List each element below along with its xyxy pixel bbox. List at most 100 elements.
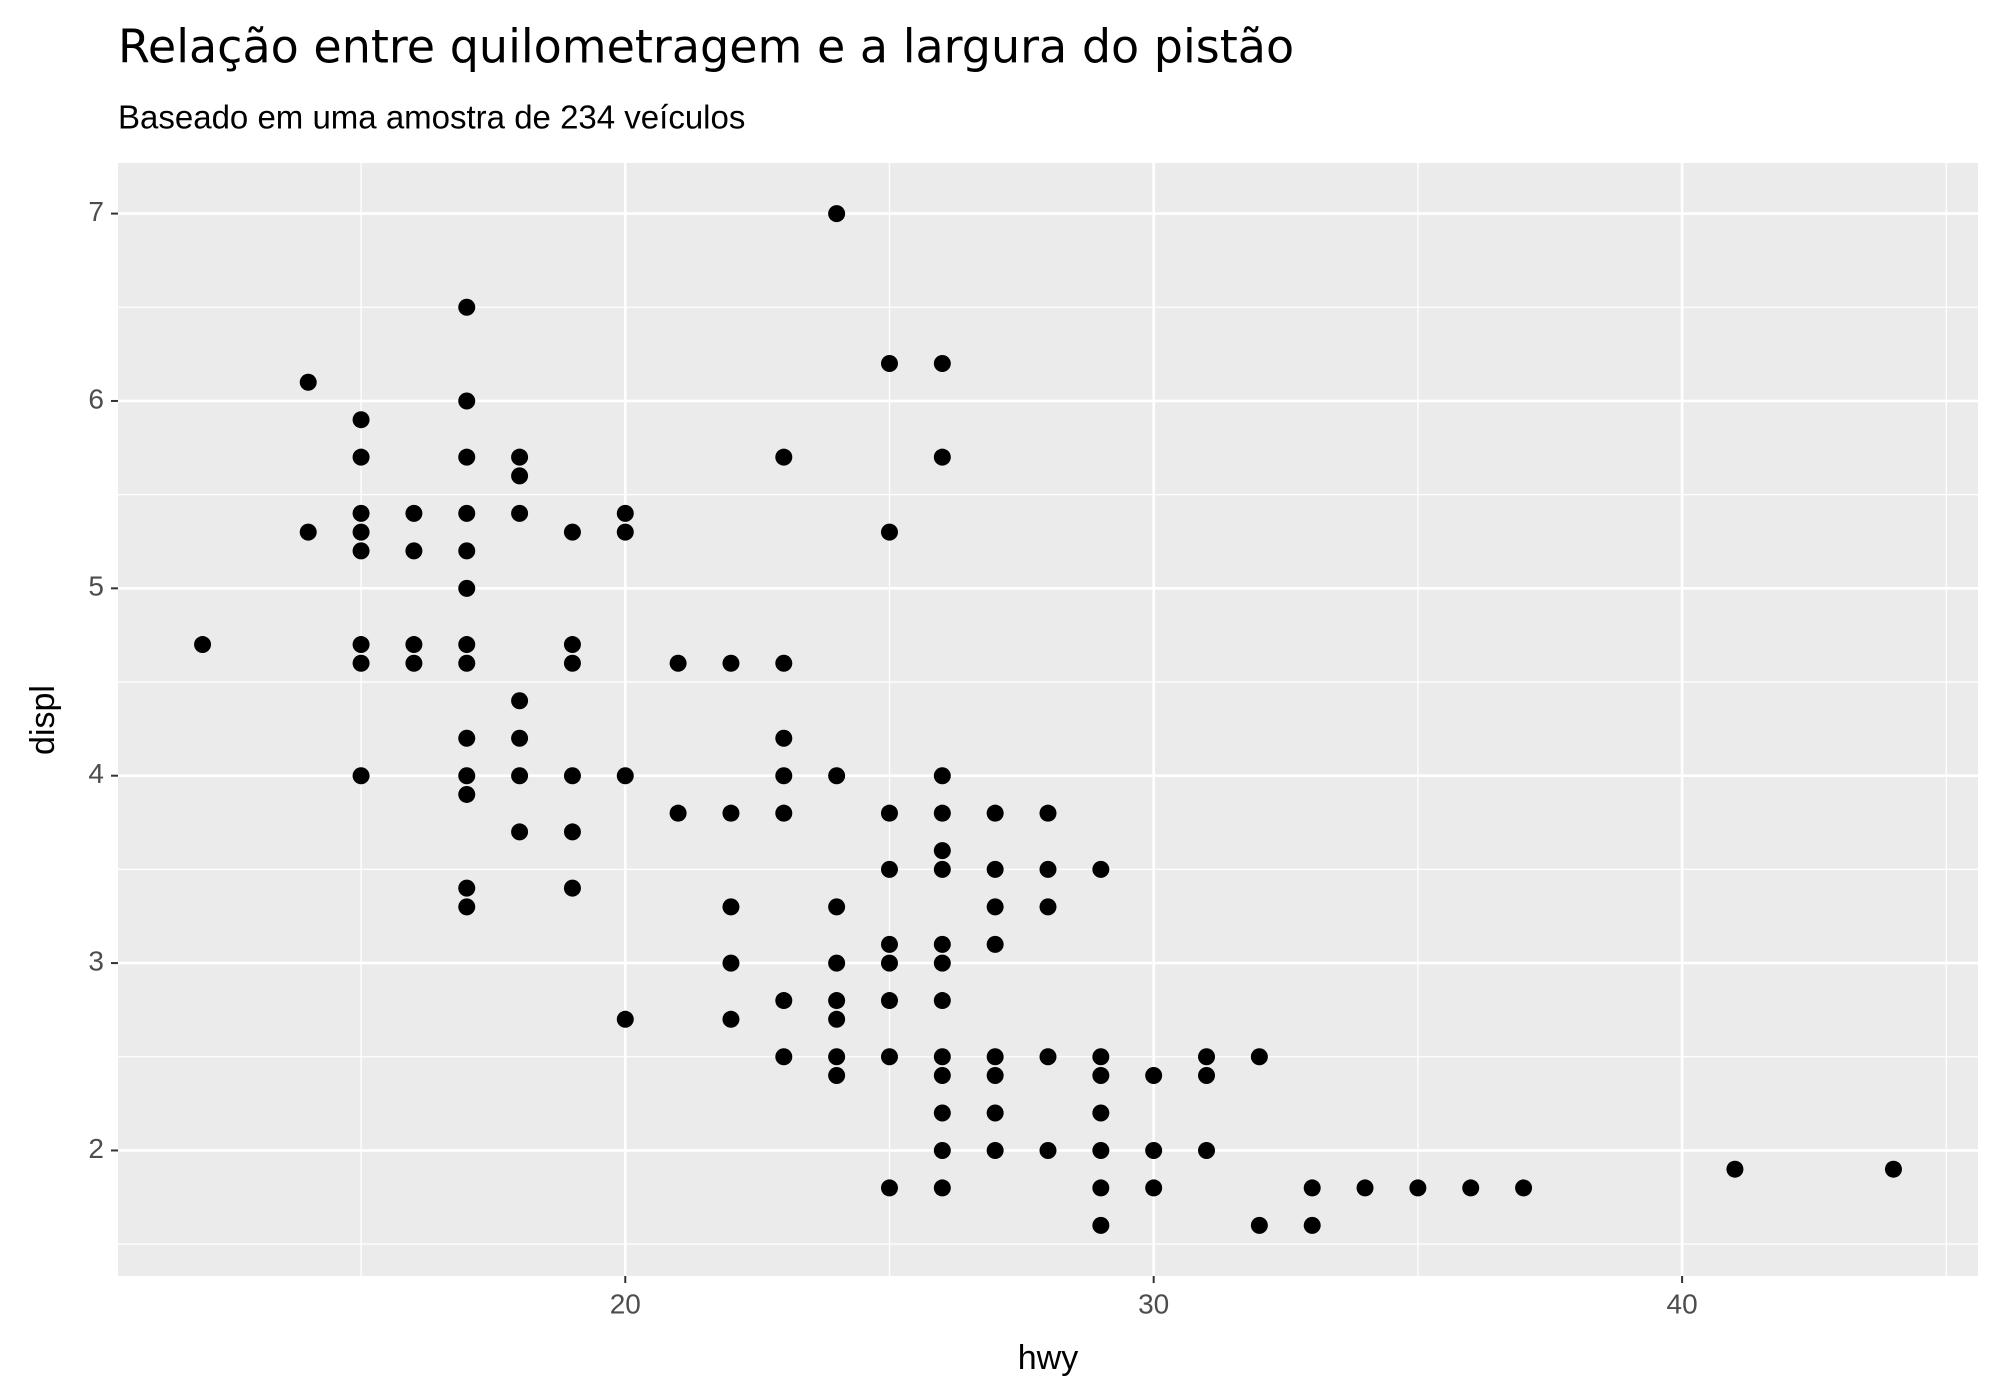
point xyxy=(986,860,1004,878)
point xyxy=(933,354,951,372)
point xyxy=(458,729,476,747)
point xyxy=(828,1067,846,1085)
point xyxy=(1198,1141,1216,1159)
point xyxy=(933,992,951,1010)
point xyxy=(933,954,951,972)
point xyxy=(352,411,370,429)
point xyxy=(986,1067,1004,1085)
point xyxy=(1092,1216,1110,1234)
point xyxy=(828,205,846,223)
point xyxy=(933,935,951,953)
point xyxy=(458,636,476,654)
chart-subtitle: Baseado em uma amostra de 234 veículos xyxy=(118,99,745,136)
point xyxy=(933,1104,951,1122)
point xyxy=(405,504,423,522)
point xyxy=(880,523,898,541)
point xyxy=(933,804,951,822)
point xyxy=(511,729,529,747)
point xyxy=(352,636,370,654)
point xyxy=(828,767,846,785)
point xyxy=(352,542,370,560)
point xyxy=(933,448,951,466)
point xyxy=(828,992,846,1010)
point xyxy=(405,654,423,672)
point xyxy=(1039,1141,1057,1159)
point xyxy=(299,373,317,391)
point xyxy=(880,354,898,372)
point xyxy=(1039,804,1057,822)
point xyxy=(880,1179,898,1197)
y-tick-label: 4 xyxy=(88,758,104,789)
point xyxy=(563,823,581,841)
point xyxy=(775,654,793,672)
point xyxy=(458,785,476,803)
x-tick-label: 40 xyxy=(1667,1288,1698,1319)
x-tick-label: 30 xyxy=(1138,1288,1169,1319)
point xyxy=(352,504,370,522)
x-axis-title: hwy xyxy=(1018,1339,1078,1377)
point xyxy=(722,954,740,972)
point xyxy=(458,898,476,916)
point xyxy=(933,1067,951,1085)
point xyxy=(1198,1048,1216,1066)
point xyxy=(933,860,951,878)
point xyxy=(880,1048,898,1066)
point xyxy=(563,879,581,897)
point xyxy=(669,804,687,822)
point xyxy=(352,767,370,785)
point xyxy=(511,692,529,710)
point xyxy=(458,579,476,597)
point xyxy=(722,1010,740,1028)
point xyxy=(986,1141,1004,1159)
point xyxy=(986,1104,1004,1122)
point xyxy=(1726,1160,1744,1178)
point xyxy=(1515,1179,1533,1197)
panel-background xyxy=(118,163,1978,1276)
point xyxy=(986,804,1004,822)
point xyxy=(405,542,423,560)
point xyxy=(1198,1067,1216,1085)
point xyxy=(616,1010,634,1028)
point xyxy=(458,298,476,316)
point xyxy=(775,767,793,785)
point xyxy=(1145,1179,1163,1197)
point xyxy=(405,636,423,654)
point xyxy=(616,767,634,785)
point xyxy=(775,992,793,1010)
point xyxy=(458,504,476,522)
point xyxy=(722,654,740,672)
point xyxy=(880,860,898,878)
point xyxy=(775,804,793,822)
point xyxy=(722,804,740,822)
point xyxy=(1303,1216,1321,1234)
point xyxy=(933,842,951,860)
point xyxy=(1145,1067,1163,1085)
point xyxy=(986,1048,1004,1066)
y-tick-label: 5 xyxy=(88,571,104,602)
point xyxy=(616,504,634,522)
point xyxy=(828,954,846,972)
point xyxy=(986,898,1004,916)
point xyxy=(1092,1141,1110,1159)
point xyxy=(722,898,740,916)
point xyxy=(669,654,687,672)
point xyxy=(511,504,529,522)
point xyxy=(458,542,476,560)
point xyxy=(1092,1179,1110,1197)
point xyxy=(1145,1141,1163,1159)
point xyxy=(933,767,951,785)
point xyxy=(828,1048,846,1066)
point xyxy=(511,467,529,485)
point xyxy=(1462,1179,1480,1197)
chart-title: Relação entre quilometragem e a largura … xyxy=(118,20,1294,74)
point xyxy=(1092,860,1110,878)
point xyxy=(299,523,317,541)
point xyxy=(1250,1048,1268,1066)
point xyxy=(1039,860,1057,878)
point xyxy=(880,954,898,972)
x-tick-label: 20 xyxy=(610,1288,641,1319)
point xyxy=(933,1048,951,1066)
y-tick-label: 6 xyxy=(88,383,104,414)
point xyxy=(458,654,476,672)
